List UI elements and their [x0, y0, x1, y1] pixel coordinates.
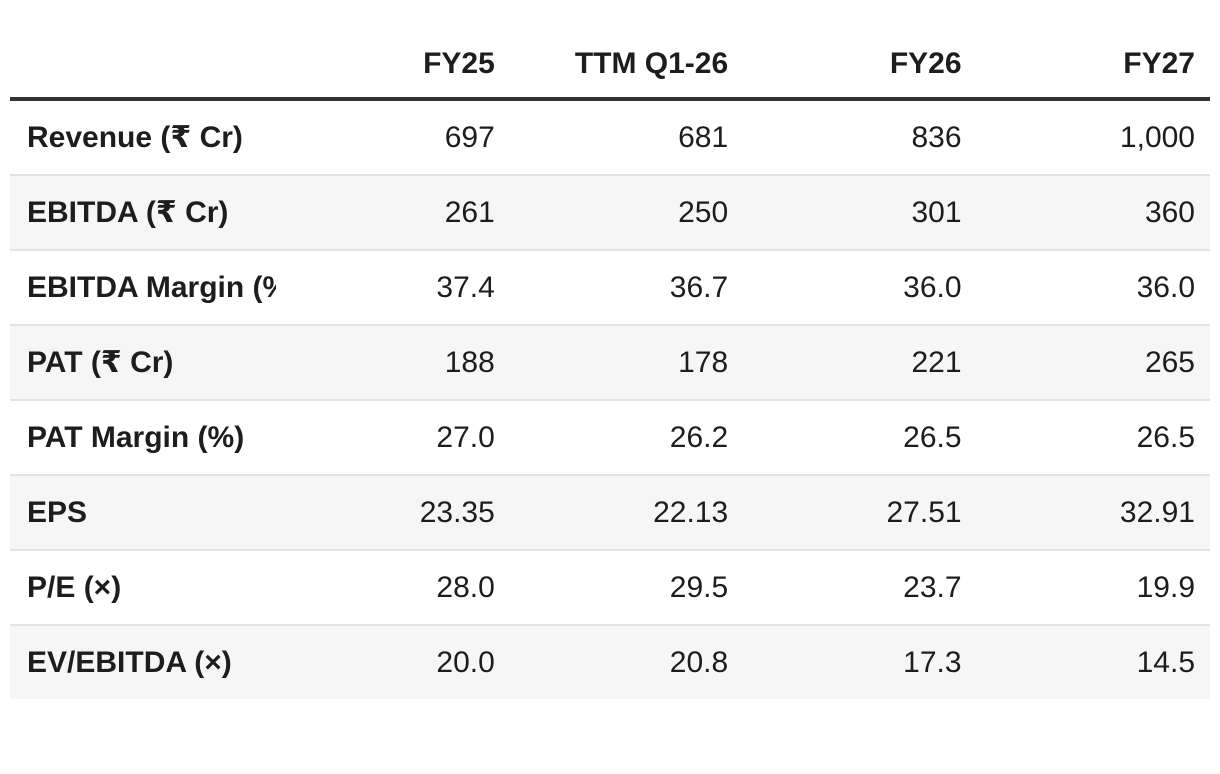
table-row-pe: P/E (×) 28.0 29.5 23.7 19.9 — [10, 550, 1210, 625]
cell-value: 17.3 — [903, 646, 962, 679]
table-row-ebitda-margin: EBITDA Margin (%) 37.4 36.7 36.0 36.0 — [10, 250, 1210, 325]
page: FY25 TTM Q1-26 FY26 FY27 Revenue (₹ Cr) … — [10, 31, 1210, 699]
financials-table: FY25 TTM Q1-26 FY26 FY27 Revenue (₹ Cr) … — [10, 31, 1210, 699]
cell-value: 36.0 — [903, 271, 962, 304]
cell-value: 29.5 — [669, 571, 729, 604]
cell-value: 19.9 — [1136, 571, 1195, 604]
column-header-fy26: FY26 — [743, 31, 977, 101]
cell-value: 20.8 — [669, 646, 729, 679]
row-label: EPS — [27, 496, 88, 529]
table-row-revenue: Revenue (₹ Cr) 697 681 836 1,000 — [10, 99, 1210, 175]
cell-value: 28.0 — [436, 571, 495, 604]
cell-value: 36.7 — [669, 271, 729, 304]
cell-value: 697 — [444, 121, 495, 154]
cell-value: 36.0 — [1136, 271, 1195, 304]
table-row-ev-ebitda: EV/EBITDA (×) 20.0 20.8 17.3 14.5 — [10, 625, 1210, 699]
row-label: PAT Margin (%) — [27, 421, 245, 454]
cell-value: 360 — [1144, 196, 1195, 229]
cell-value: 26.5 — [903, 421, 962, 454]
cell-value: 23.7 — [903, 571, 962, 604]
cell-value: 681 — [678, 121, 729, 154]
cell-value: 26.2 — [669, 421, 729, 454]
row-label: EBITDA (₹ Cr) — [27, 196, 229, 229]
row-label: Revenue (₹ Cr) — [27, 121, 243, 154]
table-header-row: FY25 TTM Q1-26 FY26 FY27 — [10, 31, 1210, 101]
cell-value: 27.0 — [436, 421, 495, 454]
table-row-eps: EPS 23.35 22.13 27.51 32.91 — [10, 475, 1210, 550]
table-row-pat-margin: PAT Margin (%) 27.0 26.2 26.5 26.5 — [10, 400, 1210, 475]
cell-value: 261 — [444, 196, 495, 229]
row-label: EBITDA Margin (%) — [27, 271, 277, 304]
cell-value: 188 — [444, 346, 495, 379]
cell-value: 37.4 — [436, 271, 495, 304]
row-label: PAT (₹ Cr) — [27, 346, 174, 379]
cell-value: 836 — [911, 121, 962, 154]
cell-value: 221 — [911, 346, 962, 379]
cell-value: 22.13 — [653, 496, 729, 529]
cell-value: 250 — [678, 196, 729, 229]
cell-value: 23.35 — [419, 496, 495, 529]
row-label: EV/EBITDA (×) — [27, 646, 232, 679]
cell-value: 27.51 — [886, 496, 962, 529]
table-row-pat: PAT (₹ Cr) 188 178 221 265 — [10, 325, 1210, 400]
cell-value: 26.5 — [1136, 421, 1195, 454]
cell-value: 265 — [1144, 346, 1195, 379]
column-header-fy27: FY27 — [976, 31, 1210, 101]
cell-value: 301 — [911, 196, 962, 229]
table-row-ebitda: EBITDA (₹ Cr) 261 250 301 360 — [10, 175, 1210, 250]
column-header-fy25: FY25 — [276, 31, 510, 101]
cell-value: 178 — [678, 346, 729, 379]
cell-value: 20.0 — [436, 646, 495, 679]
column-header-ttm-q1-26: TTM Q1-26 — [509, 31, 744, 101]
row-label: P/E (×) — [27, 571, 122, 604]
corner-header-cell — [10, 31, 277, 101]
cell-value: 1,000 — [1119, 121, 1195, 154]
cell-value: 32.91 — [1119, 496, 1195, 529]
cell-value: 14.5 — [1136, 646, 1195, 679]
